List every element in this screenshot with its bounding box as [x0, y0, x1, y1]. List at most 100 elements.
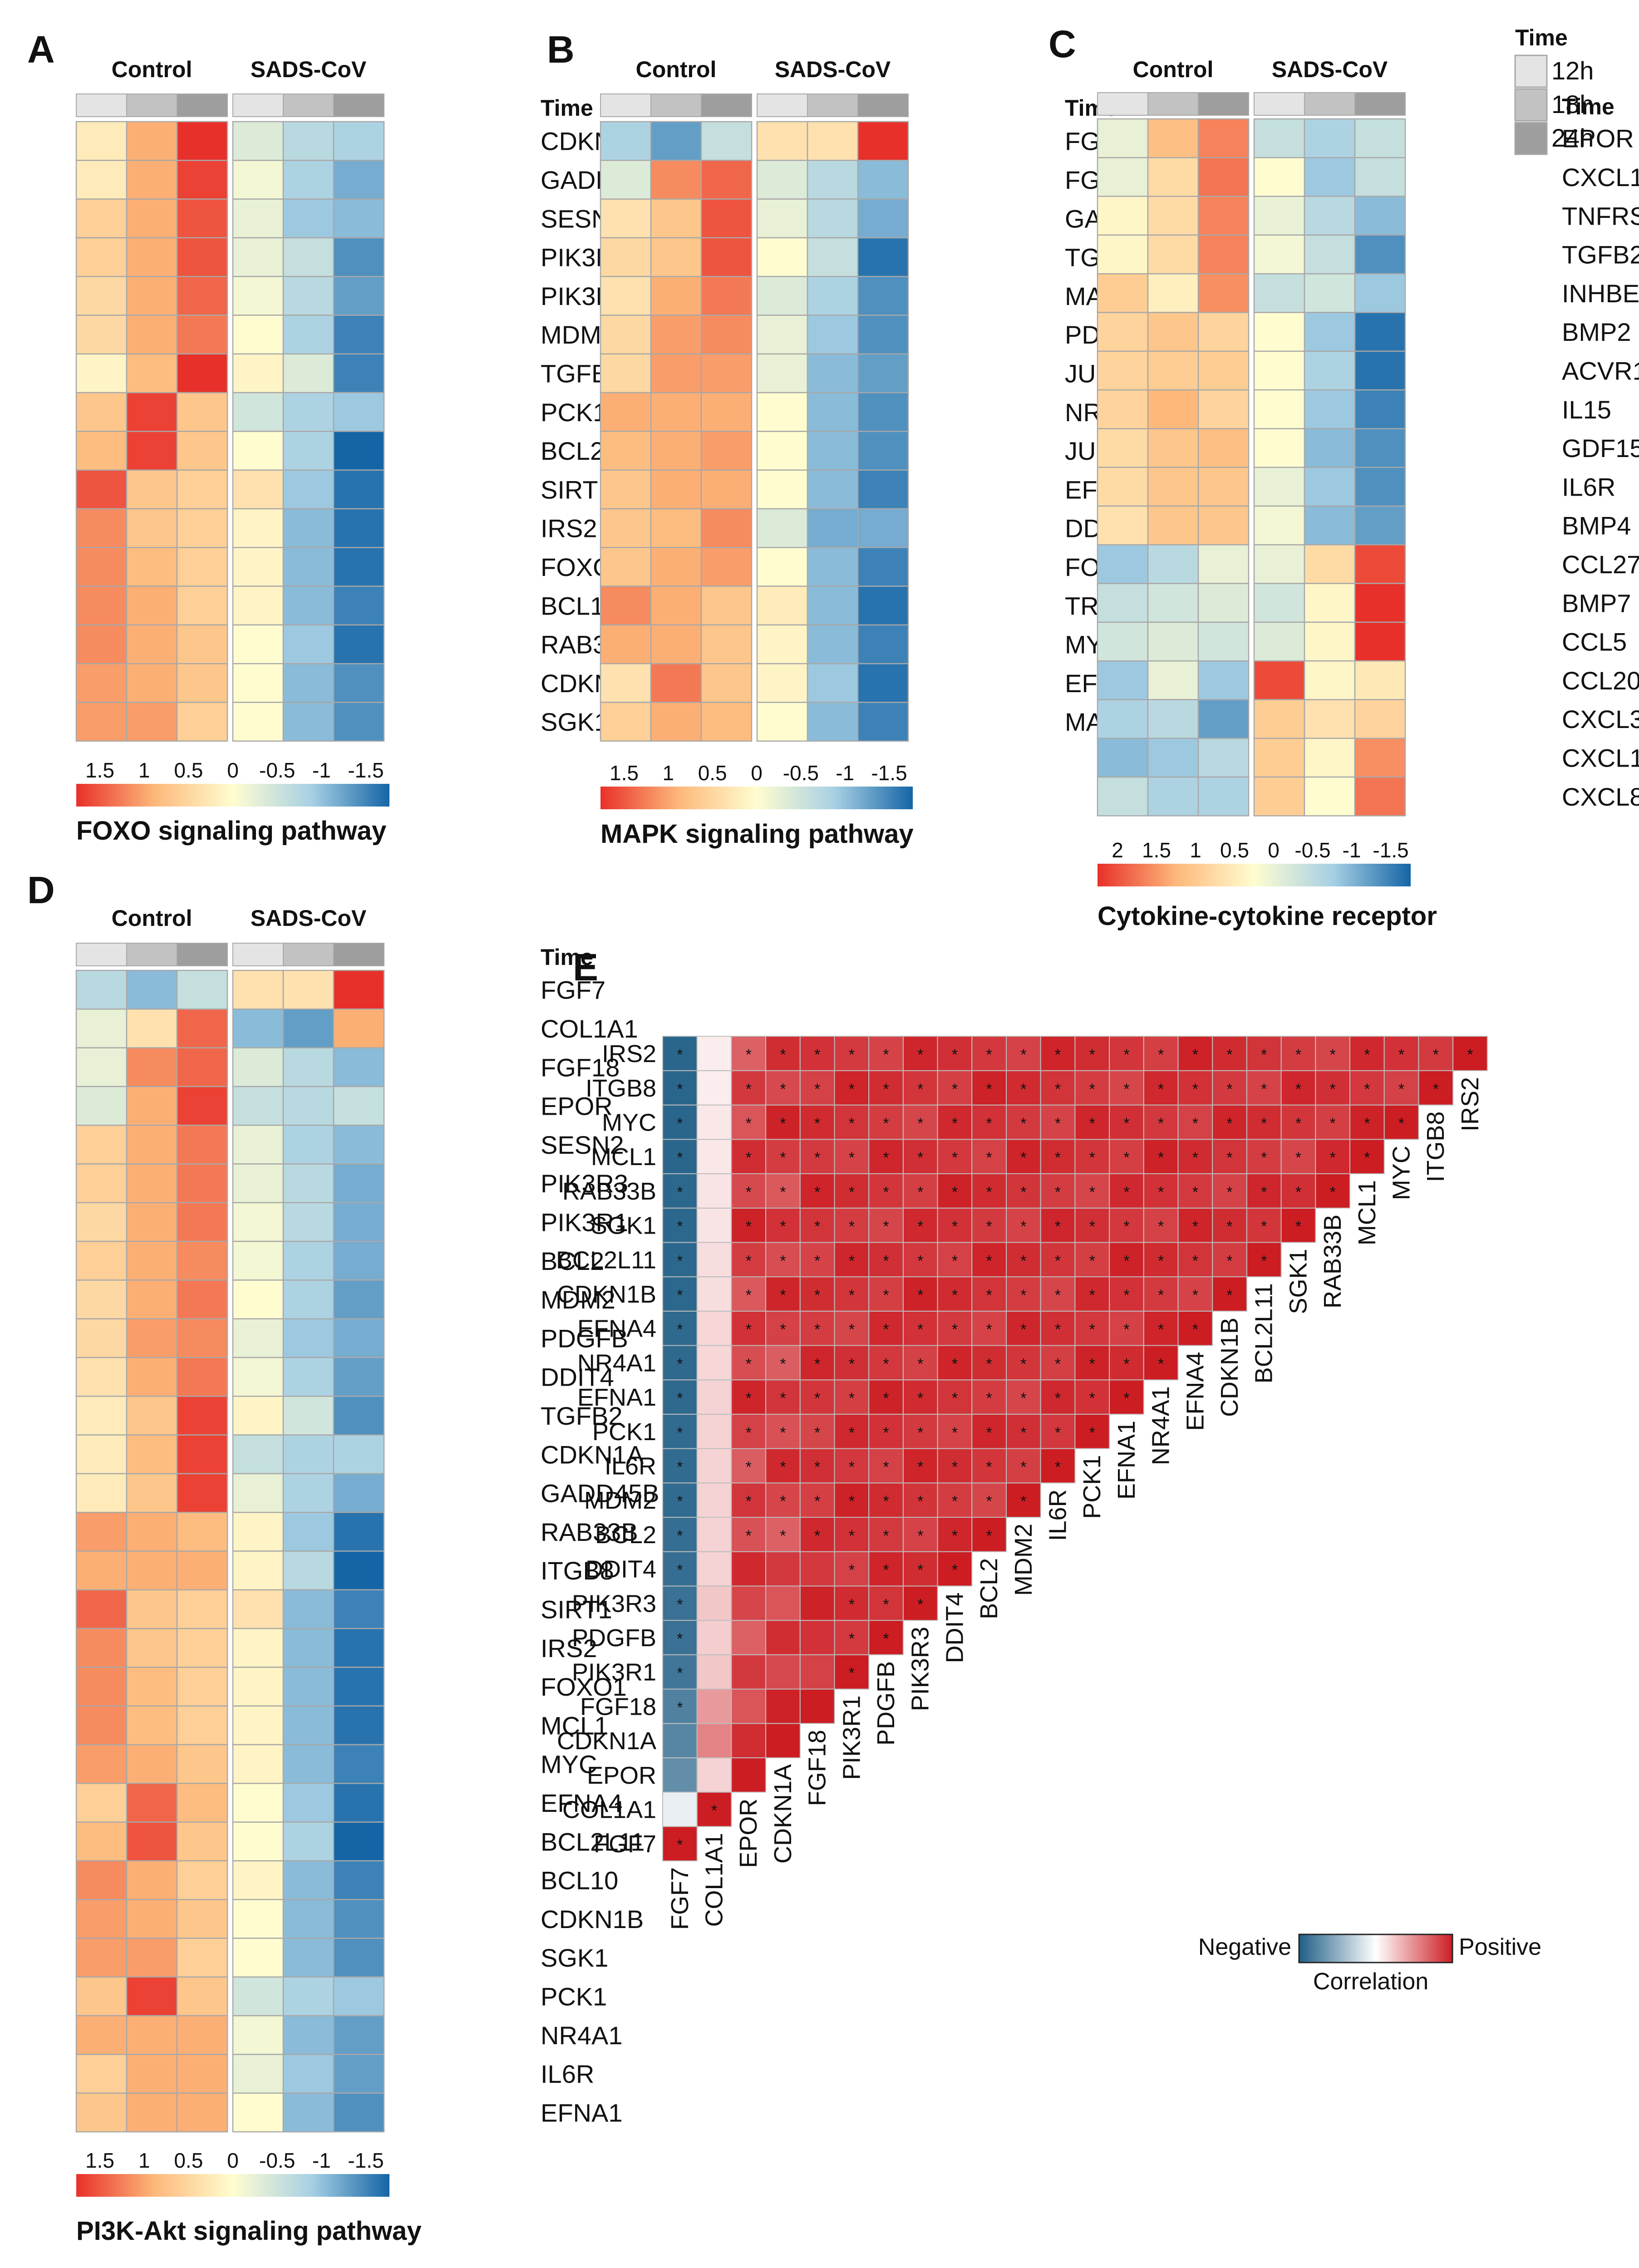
heatmap-cell-a-gadd45b-3	[176, 160, 228, 200]
corr-star-itgb8-itgb8: *	[1433, 1081, 1439, 1098]
heatmap-cell-d-bcl10-6	[333, 1860, 385, 1900]
heatmap-cell-b-fgf7-1	[600, 121, 652, 161]
corr-star-itgb8-pik3r1: *	[849, 1081, 855, 1098]
heatmap-cell-c-tnfrsf19-1	[1097, 196, 1149, 236]
corr-star-myc-rab33b: *	[1330, 1115, 1336, 1132]
heatmap-cell-c-bmp4-3	[1197, 505, 1250, 546]
row-label-c-tnfrsf19: TNFRSF19	[1562, 202, 1639, 230]
heatmap-cell-d-il6r-6	[333, 2054, 385, 2094]
heatmap-cell-b-tgfb2-4	[756, 237, 808, 277]
corr-cell-epor-col1a1	[696, 1757, 732, 1793]
heatmap-cell-b-efna1-2	[650, 469, 702, 510]
row-label-d-pck1: PCK1	[541, 1982, 607, 2011]
corr-cell-bcl2-fgf18	[799, 1517, 835, 1552]
corr-star-bcl2l11-nr4a1: *	[1158, 1252, 1164, 1269]
corr-star-itgb8-mcl1: *	[1364, 1081, 1370, 1098]
heatmap-cell-a-cdkn1b-4	[232, 663, 284, 703]
corr-diag-label-epor: EPOR	[735, 1799, 762, 1868]
heatmap-cell-d-bcl2-5	[282, 1240, 335, 1281]
heatmap-cell-a-tgfb2-5	[282, 353, 335, 394]
row-label-d-pik3r3: PIK3R3	[541, 1169, 628, 1198]
heatmap-cell-c-ccl27-3	[1197, 544, 1250, 584]
corr-cell-bcl2l11-pik3r3	[902, 1242, 938, 1278]
corr-cell-myc-pck1	[1074, 1104, 1110, 1140]
corr-cell-pik3r3-fgf7	[662, 1585, 698, 1621]
heatmap-cell-c-inhbe-3	[1197, 273, 1250, 313]
heatmap-cell-a-irs2-4	[232, 508, 284, 548]
heatmap-cell-d-myc-2	[126, 1744, 178, 1784]
heatmap-cell-d-sgk1-6	[333, 1938, 385, 1978]
heatmap-cell-d-col1a1-4	[232, 1009, 284, 1048]
heatmap-cell-a-irs2-2	[126, 508, 178, 548]
corr-star-pck1-bcl2: *	[986, 1424, 992, 1441]
heatmap-cell-c-cxcl8-1	[1097, 776, 1149, 817]
heatmap-cell-d-bcl10-4	[232, 1860, 284, 1900]
heatmap-cell-d-foxo1-6	[333, 1667, 385, 1707]
corr-cell-nr4a1-bcl2	[971, 1345, 1007, 1381]
heatmap-cell-c-cxcl8-4	[1253, 776, 1305, 817]
heatmap-cell-b-fgf18-4	[756, 160, 808, 200]
corr-cell-itgb8-itgb8	[1418, 1070, 1454, 1106]
corr-cell-cdkn1a-cdkn1a	[765, 1723, 801, 1758]
heatmap-cell-d-foxo1-2	[126, 1667, 178, 1707]
corr-star-efna1-mdm2: *	[1020, 1390, 1026, 1407]
heatmap-cell-c-il15-2	[1147, 389, 1199, 429]
corr-star-sgk1-ddit4: *	[952, 1218, 958, 1235]
corr-cell-irs2-col1a1	[696, 1036, 732, 1071]
corr-star-il6r-pik3r1: *	[849, 1458, 855, 1476]
corr-star-nr4a1-nr4a1: *	[1158, 1355, 1164, 1373]
corr-star-cdkn1b-cdkn1b: *	[1226, 1287, 1232, 1304]
heatmap-cell-a-sgk1-1	[75, 702, 128, 742]
row-label-c-il15: IL15	[1562, 395, 1611, 424]
corr-cell-fgf18-fgf7	[662, 1688, 698, 1724]
heatmap-cell-a-bcl2l11-6	[333, 431, 385, 471]
heatmap-cell-c-cxcl3-3	[1197, 699, 1250, 739]
heatmap-cell-d-col1a1-6	[333, 1009, 385, 1048]
time-legend-swatch-24h	[1514, 122, 1548, 155]
heatmap-cell-c-inhbe-1	[1097, 273, 1149, 313]
corr-row-label-epor: EPOR	[587, 1762, 656, 1789]
corr-cell-irs2-rab33b	[1315, 1036, 1351, 1071]
heatmap-cell-d-rab33b-3	[176, 1511, 228, 1552]
corr-cell-mdm2-cdkn1a	[765, 1482, 801, 1518]
heatmap-cell-d-ddit4-3	[176, 1357, 228, 1397]
heatmap-cell-c-ccl5-5	[1304, 621, 1356, 662]
heatmap-cell-d-bcl10-3	[176, 1860, 228, 1900]
heatmap-cell-d-efna4-6	[333, 1783, 385, 1823]
corr-cell-pck1-bcl2	[971, 1413, 1007, 1449]
heatmap-cell-b-ddit3-3	[700, 508, 753, 548]
heatmap-cell-a-bcl10-3	[176, 585, 228, 626]
corr-star-efna4-efna4: *	[1192, 1321, 1198, 1338]
corr-star-rab33b-efna1: *	[1123, 1184, 1129, 1201]
time-bar-cell-c-5	[1304, 92, 1355, 116]
heatmap-cell-a-cdkn1b-6	[333, 663, 385, 703]
heatmap-cell-d-il6r-4	[232, 2054, 284, 2094]
heatmap-panel-d: Control SADS-CoV Time FGF7 COL1A1 FGF18 EPOR SE…	[75, 905, 659, 2246]
corr-star-ddit4-fgf7: *	[677, 1562, 683, 1579]
corr-diag-label-cdkn1b: CDKN1B	[1216, 1318, 1243, 1417]
heatmap-cell-b-nr4a1-2	[650, 392, 702, 432]
heatmap-cell-c-tgfb2-1	[1097, 234, 1149, 275]
corr-cell-bcl2l11-epor	[731, 1242, 767, 1278]
row-label-d-mdm2: MDM2	[541, 1285, 615, 1314]
corr-cell-rab33b-cdkn1a	[765, 1173, 801, 1209]
row-label-d-foxo1: FOXO1	[541, 1673, 627, 1701]
heatmap-cell-a-mdm2-4	[232, 315, 284, 355]
heatmap-cell-b-map3k1-6	[857, 276, 909, 316]
corr-star-mdm2-fgf7: *	[677, 1493, 683, 1510]
corr-cell-il6r-bcl2	[971, 1448, 1007, 1484]
heatmap-cell-d-gadd45b-6	[333, 1473, 385, 1513]
corr-star-efna1-pik3r3: *	[917, 1390, 923, 1407]
heatmap-cell-b-efna4-4	[756, 663, 808, 703]
heatmap-cell-a-rab33b-3	[176, 624, 228, 664]
corr-star-rab33b-cdkn1a: *	[780, 1184, 786, 1201]
corr-star-itgb8-pik3r3: *	[917, 1081, 923, 1098]
group-label-sadscov-c: SADS-CoV	[1272, 57, 1388, 82]
time-bar-cell-a-2	[126, 93, 177, 117]
heatmap-cell-d-rab33b-6	[333, 1511, 385, 1552]
heatmap-cell-d-fgf18-2	[126, 1047, 178, 1087]
heatmap-cell-a-pik3r3-4	[232, 237, 284, 277]
heatmap-cell-b-efna1-4	[756, 469, 808, 510]
row-label-d-cdkn1b: CDKN1B	[541, 1905, 644, 1933]
row-label-d-bcl10: BCL10	[541, 1866, 618, 1895]
